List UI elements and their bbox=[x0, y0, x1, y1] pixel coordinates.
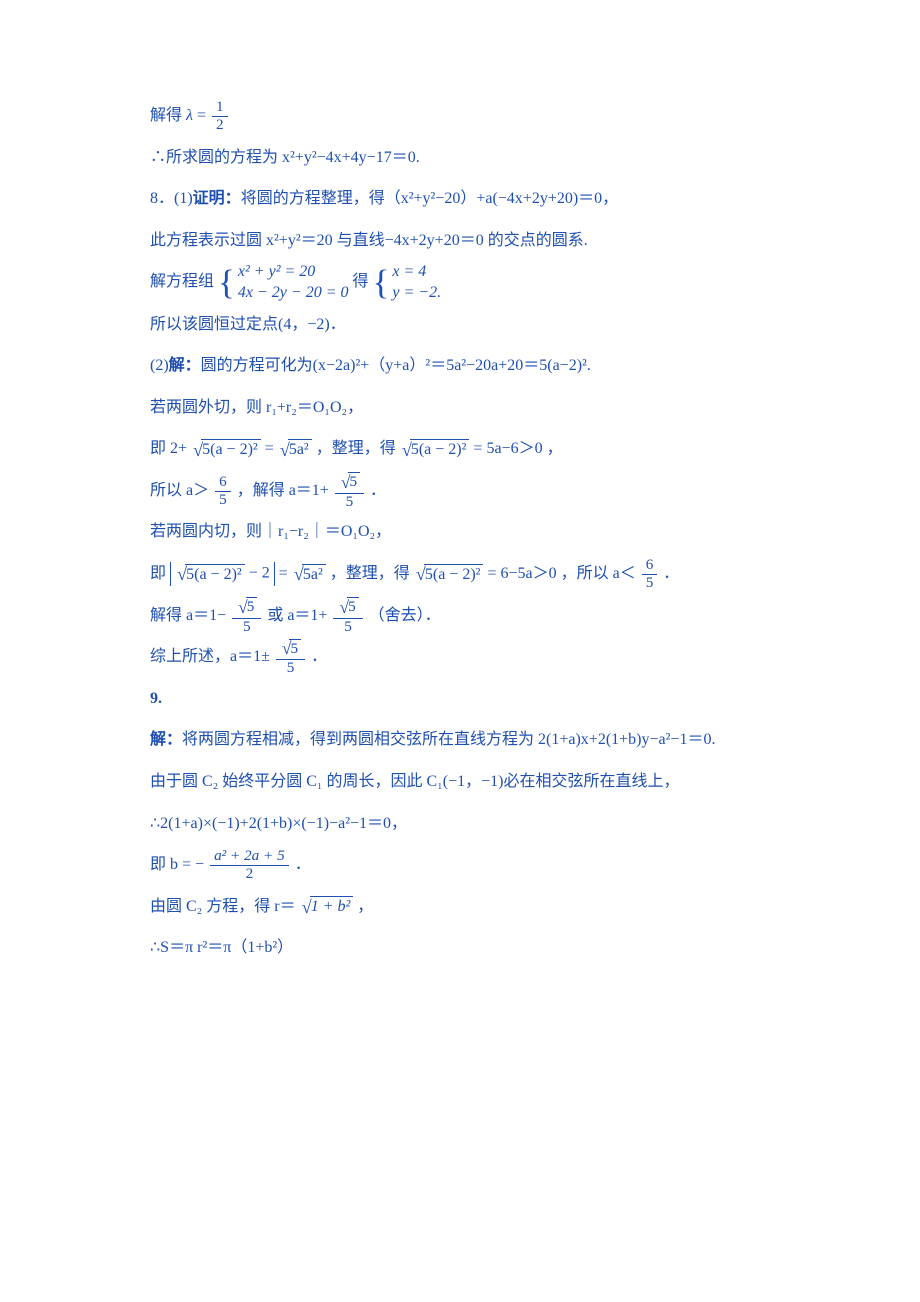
summary-line: 综上所述，a＝1± 5 5 ． bbox=[150, 636, 770, 678]
eq: = bbox=[265, 440, 278, 457]
equation-line: 即 b = − a² + 2a + 5 2 ． bbox=[150, 844, 770, 886]
text: 将圆的方程整理，得（x²+y²−20）+a(−4x+2y+20)＝0， bbox=[241, 190, 619, 207]
eq: = bbox=[279, 565, 292, 582]
sqrt: 5 bbox=[236, 597, 257, 618]
text: （舍去）． bbox=[369, 607, 441, 624]
solution-line: 解：将两圆方程相减，得到两圆相交弦所在直线方程为 2(1+a)x+2(1+b)y… bbox=[150, 719, 770, 761]
text: ， bbox=[357, 898, 373, 915]
equation-line: 由圆 C₂ 方程，得 r＝ 1 + b² ， bbox=[150, 886, 770, 928]
sqrt: 5a² bbox=[292, 563, 326, 585]
math-document: 解得 λ = 1 2 ∴所求圆的方程为 x²+y²−4x+4y−17＝0. 8．… bbox=[0, 0, 920, 1302]
variable-lambda: λ bbox=[186, 107, 193, 124]
sqrt: 5 bbox=[280, 638, 301, 659]
text: = 5a−6＞0 ， bbox=[473, 440, 562, 457]
eq: x² + y² = 20 bbox=[238, 263, 315, 280]
equation-system: { x² + y² = 20 4x − 2y − 20 = 0 bbox=[218, 262, 348, 304]
solution-line: 解得 λ = 1 2 bbox=[150, 95, 770, 137]
text: 即 b = − bbox=[150, 856, 204, 873]
sqrt: 5(a − 2)² bbox=[191, 439, 261, 461]
fraction: a² + 2a + 5 2 bbox=[210, 848, 289, 882]
eq: x = 4 bbox=[392, 263, 426, 280]
text: ，整理，得 bbox=[330, 565, 410, 582]
left-brace-icon: { bbox=[218, 269, 235, 297]
fraction: 5 5 bbox=[335, 472, 364, 511]
label: (2) bbox=[150, 357, 169, 374]
fraction: 5 5 bbox=[333, 597, 362, 636]
sqrt: 5 bbox=[337, 597, 358, 618]
fraction: 6 5 bbox=[642, 557, 658, 591]
text: 或 a＝1+ bbox=[267, 607, 327, 624]
text: 解得 bbox=[150, 107, 182, 124]
text: ，整理，得 bbox=[316, 440, 396, 457]
text-line: 若两圆外切，则 r₁+r₂＝O₁O₂， bbox=[150, 387, 770, 429]
text-line: 由于圆 C₂ 始终平分圆 C₁ 的周长，因此 C₁(−1，−1)必在相交弦所在直… bbox=[150, 761, 770, 803]
text: 所以 a＞ bbox=[150, 482, 209, 499]
problem-9-heading: 9. bbox=[150, 678, 770, 720]
fraction: 5 5 bbox=[232, 597, 261, 636]
text: 由圆 C₂ 方程，得 r＝ bbox=[150, 898, 296, 915]
text: ． bbox=[370, 482, 386, 499]
equation-line: 所以 a＞ 6 5 ，解得 a＝1+ 5 5 ． bbox=[150, 470, 770, 512]
equals: = bbox=[197, 107, 206, 124]
text: = 6−5a＞0 ，所以 a＜ bbox=[487, 565, 635, 582]
part-2-solution: (2)解：圆的方程可化为(x−2a)²+（y+a）²＝5a²−20a+20＝5(… bbox=[150, 345, 770, 387]
text: ，解得 a＝1+ bbox=[237, 482, 329, 499]
eq: y = −2. bbox=[392, 284, 441, 301]
fraction: 5 5 bbox=[276, 638, 305, 677]
text: 将两圆方程相减，得到两圆相交弦所在直线方程为 2(1+a)x+2(1+b)y−a… bbox=[182, 731, 715, 748]
denominator: 2 bbox=[212, 117, 228, 134]
proof-heading: 证明： bbox=[193, 190, 241, 207]
sqrt: 1 + b² bbox=[300, 896, 354, 918]
text: ． bbox=[663, 565, 679, 582]
text: ． bbox=[295, 856, 311, 873]
fraction: 6 5 bbox=[215, 474, 231, 508]
sqrt: 5a² bbox=[278, 439, 312, 461]
text: 得 bbox=[353, 273, 369, 290]
system-line: 解方程组 { x² + y² = 20 4x − 2y − 20 = 0 得 {… bbox=[150, 261, 770, 303]
label: 8．(1) bbox=[150, 190, 193, 207]
sqrt: 5(a − 2)² bbox=[175, 563, 245, 585]
text: 解方程组 bbox=[150, 273, 214, 290]
left-brace-icon: { bbox=[373, 269, 390, 297]
equation-line: ∴S＝π r²＝π（1+b²） bbox=[150, 927, 770, 969]
equation-line: ∴2(1+a)×(−1)+2(1+b)×(−1)−a²−1＝0， bbox=[150, 803, 770, 845]
equation-line: ∴所求圆的方程为 x²+y²−4x+4y−17＝0. bbox=[150, 137, 770, 179]
numerator: 1 bbox=[212, 99, 228, 117]
text: 解得 a＝1− bbox=[150, 607, 226, 624]
sqrt: 5(a − 2)² bbox=[414, 563, 484, 585]
text: 圆的方程可化为(x−2a)²+（y+a）²＝5a²−20a+20＝5(a−2)²… bbox=[201, 357, 591, 374]
problem-8-proof: 8．(1)证明：将圆的方程整理，得（x²+y²−20）+a(−4x+2y+20)… bbox=[150, 178, 770, 220]
absolute-value: 5(a − 2)² − 2 bbox=[170, 562, 275, 586]
solution-heading: 解： bbox=[150, 731, 182, 748]
text: 即 2+ bbox=[150, 440, 187, 457]
sqrt: 5 bbox=[339, 472, 360, 493]
eq: 4x − 2y − 20 = 0 bbox=[238, 284, 349, 301]
text: ． bbox=[311, 648, 327, 665]
text-line: 若两圆内切，则｜r₁−r₂｜＝O₁O₂， bbox=[150, 511, 770, 553]
equation-line: 即 5(a − 2)² − 2 = 5a² ，整理，得 5(a − 2)² = … bbox=[150, 553, 770, 595]
equation-line: 解得 a＝1− 5 5 或 a＝1+ 5 5 （舍去）． bbox=[150, 595, 770, 637]
fraction: 1 2 bbox=[212, 99, 228, 133]
sqrt: 5(a − 2)² bbox=[400, 439, 470, 461]
equation-line: 即 2+ 5(a − 2)² = 5a² ，整理，得 5(a − 2)² = 5… bbox=[150, 428, 770, 470]
text: 综上所述，a＝1± bbox=[150, 648, 270, 665]
solution-heading: 解： bbox=[169, 357, 201, 374]
text: 即 bbox=[150, 565, 170, 582]
text-line: 此方程表示过圆 x²+y²＝20 与直线−4x+2y+20＝0 的交点的圆系. bbox=[150, 220, 770, 262]
solution-system: { x = 4 y = −2. bbox=[373, 262, 442, 304]
text-line: 所以该圆恒过定点(4，−2)． bbox=[150, 304, 770, 346]
